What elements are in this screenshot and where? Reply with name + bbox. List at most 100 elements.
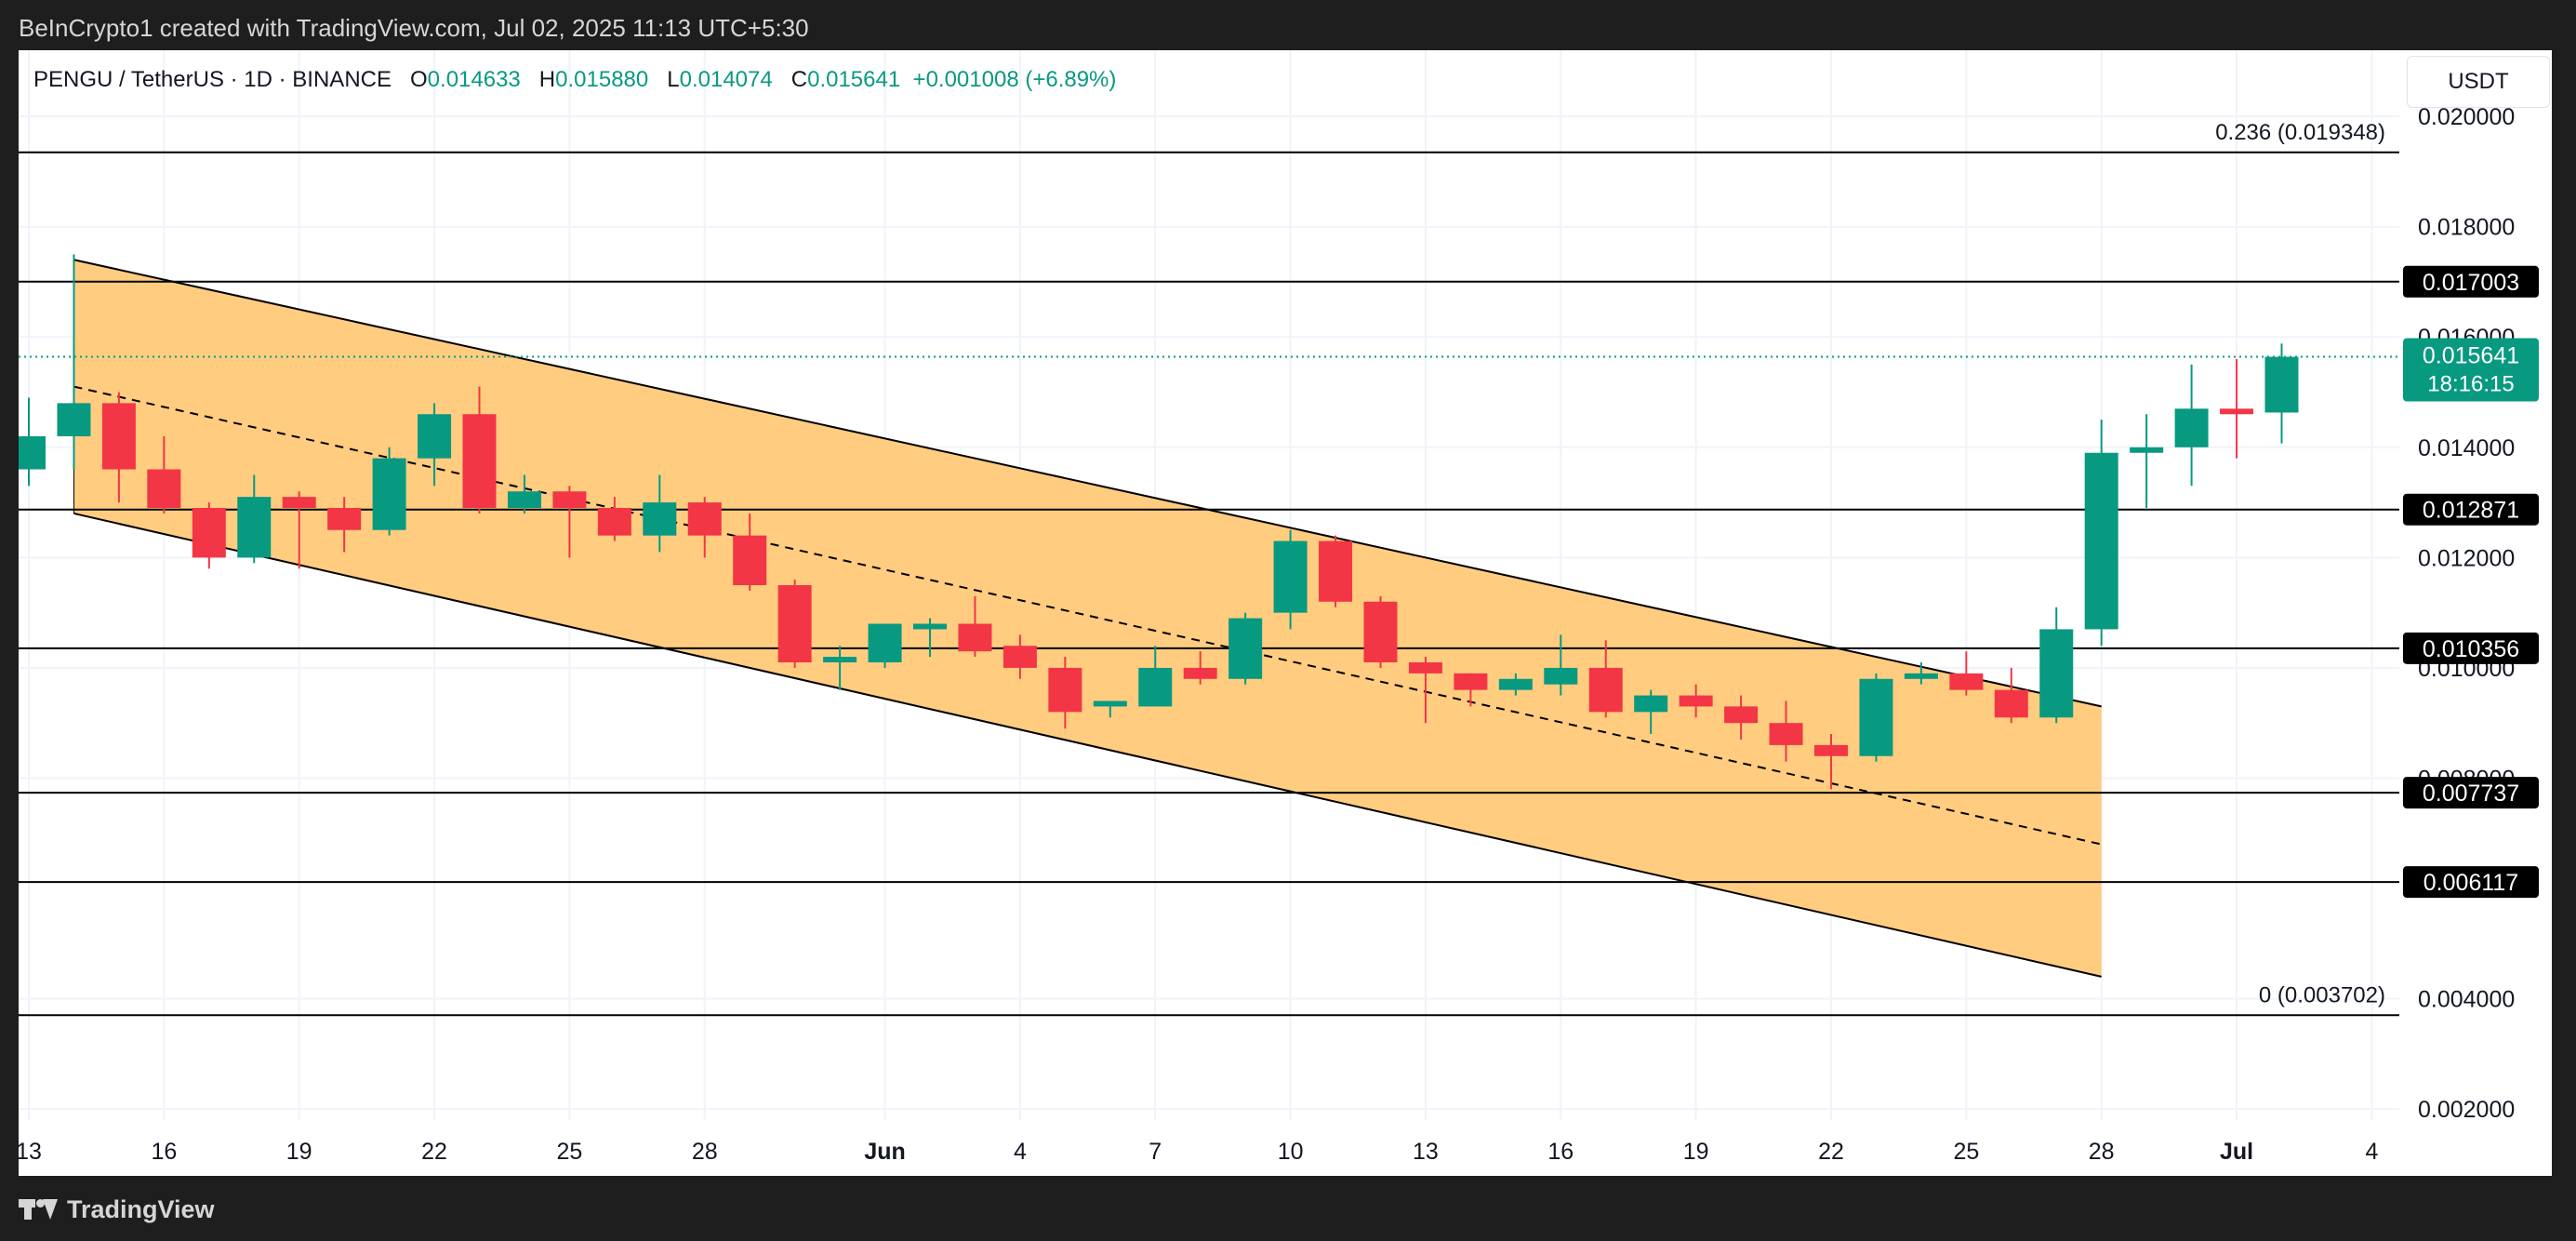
symbol-legend: PENGU / TetherUS · 1D · BINANCE O0.01463… — [33, 67, 1116, 93]
channel-lower-line — [73, 512, 2102, 978]
candle-body-21 — [958, 623, 992, 652]
open-value: 0.014633 — [427, 67, 521, 92]
level-tag-text-5: 0.006117 — [2423, 870, 2518, 896]
candle-body-6 — [282, 497, 316, 509]
symbol-name: PENGU / TetherUS · 1D · BINANCE — [33, 67, 392, 92]
x-tick-label-17: 4 — [2365, 1139, 2378, 1165]
tradingview-logo-icon — [19, 1197, 58, 1221]
last-price-text: 0.015641 — [2423, 343, 2519, 369]
x-tick-label-6: Jun — [864, 1139, 905, 1165]
candle-body-29 — [1319, 540, 1353, 602]
level-tag-text-1: 0.017003 — [2423, 270, 2519, 296]
level-tag-text-4: 0.007737 — [2423, 781, 2519, 807]
candle-body-16 — [733, 535, 767, 585]
level-tag-4 — [2403, 777, 2539, 809]
candle-body-30 — [1363, 601, 1398, 662]
candle-body-28 — [1273, 540, 1308, 613]
candle-body-4 — [192, 508, 226, 558]
candle-body-46 — [2084, 452, 2118, 630]
candle-body-1 — [57, 403, 91, 436]
level-tag-3 — [2403, 632, 2539, 664]
candle-body-3 — [147, 469, 181, 509]
x-tick-label-1: 16 — [151, 1139, 177, 1165]
candle-body-25 — [1138, 667, 1173, 707]
candle-body-38 — [1724, 706, 1759, 724]
change-value: +0.001008 (+6.89%) — [912, 67, 1117, 92]
candle-body-42 — [1904, 673, 1938, 679]
x-tick-label-10: 13 — [1413, 1139, 1439, 1165]
candle-body-44 — [1994, 689, 2028, 718]
x-tick-label-7: 4 — [1014, 1139, 1027, 1165]
x-tick-label-11: 16 — [1547, 1139, 1573, 1165]
y-tick-label-7: 0.004000 — [2418, 987, 2515, 1013]
level-tag-5 — [2403, 866, 2539, 899]
candle-body-8 — [372, 458, 406, 530]
candle-body-39 — [1769, 723, 1803, 745]
candle-body-15 — [687, 502, 722, 536]
price-chart-svg[interactable]: 0.236 (0.019348) 0 (0.003702) 0.020000 0.01… — [19, 50, 2552, 1176]
candle-body-27 — [1228, 618, 1263, 679]
candle-body-11 — [507, 491, 541, 509]
x-tick-label-8: 7 — [1149, 1139, 1162, 1165]
last-price-tag — [2403, 338, 2539, 402]
high-label: H — [538, 67, 556, 92]
y-tick-label-1: 0.018000 — [2418, 215, 2515, 241]
candle-body-14 — [643, 502, 677, 536]
candle-body-26 — [1183, 667, 1217, 679]
open-label: O — [410, 67, 428, 92]
level-tag-2 — [2403, 493, 2539, 526]
x-tick-label-4: 25 — [556, 1139, 582, 1165]
y-tick-label-4: 0.012000 — [2418, 545, 2515, 571]
x-tick-label-13: 22 — [1818, 1139, 1844, 1165]
x-tick-label-16: Jul — [2220, 1139, 2253, 1165]
candle-body-49 — [2220, 408, 2254, 415]
close-value: 0.015641 — [807, 67, 901, 92]
candle-body-32 — [1454, 673, 1488, 690]
candle-body-36 — [1634, 695, 1668, 713]
channel-upper-line — [73, 259, 2102, 708]
level-label-0: 0.236 (0.019348) — [2215, 120, 2385, 145]
candle-body-31 — [1408, 661, 1442, 674]
candle-body-41 — [1859, 678, 1893, 756]
candle-body-33 — [1498, 678, 1533, 690]
x-tick-label-15: 28 — [2089, 1139, 2115, 1165]
candle-body-22 — [1003, 646, 1037, 668]
candle-body-10 — [462, 414, 497, 509]
candle-body-17 — [777, 585, 812, 662]
currency-unit-button[interactable]: USDT — [2407, 56, 2550, 108]
x-tick-label-12: 19 — [1683, 1139, 1709, 1165]
x-tick-label-3: 22 — [421, 1139, 447, 1165]
top-attribution-bar: BeInCrypto1 created with TradingView.com… — [0, 0, 2576, 50]
high-value: 0.015880 — [555, 67, 649, 92]
level-tag-text-2: 0.012871 — [2423, 498, 2519, 524]
bottom-brand-bar — [0, 1176, 2576, 1241]
attribution-text: BeInCrypto1 created with TradingView.com… — [19, 14, 809, 42]
candle-body-9 — [418, 414, 452, 459]
tradingview-logo[interactable]: TradingView — [19, 1191, 215, 1228]
candle-body-12 — [552, 491, 587, 509]
level-label-6: 0 (0.003702) — [2259, 982, 2385, 1007]
x-tick-label-9: 10 — [1278, 1139, 1304, 1165]
y-tick-label-3: 0.014000 — [2418, 435, 2515, 461]
candle-body-48 — [2174, 408, 2209, 447]
low-label: L — [667, 67, 680, 92]
candle-body-0 — [19, 435, 46, 470]
x-tick-label-14: 25 — [1953, 1139, 1979, 1165]
candle-body-5 — [237, 497, 272, 558]
candle-body-20 — [913, 623, 947, 630]
candle-body-19 — [868, 623, 902, 662]
descending-channel-fill — [73, 260, 2102, 977]
candle-body-18 — [823, 657, 857, 662]
x-tick-label-2: 19 — [286, 1139, 312, 1165]
y-tick-label-8: 0.002000 — [2418, 1097, 2515, 1123]
candle-body-23 — [1048, 667, 1082, 713]
x-tick-label-5: 28 — [692, 1139, 718, 1165]
candle-body-35 — [1588, 667, 1623, 713]
candle-body-40 — [1814, 744, 1848, 756]
candle-body-45 — [2039, 629, 2074, 718]
countdown-text: 18:16:15 — [2427, 372, 2514, 397]
x-tick-label-0: 13 — [19, 1139, 42, 1165]
candle-body-2 — [101, 403, 136, 470]
channel-mid-dashed-line — [73, 385, 2102, 846]
candle-body-37 — [1679, 695, 1713, 707]
